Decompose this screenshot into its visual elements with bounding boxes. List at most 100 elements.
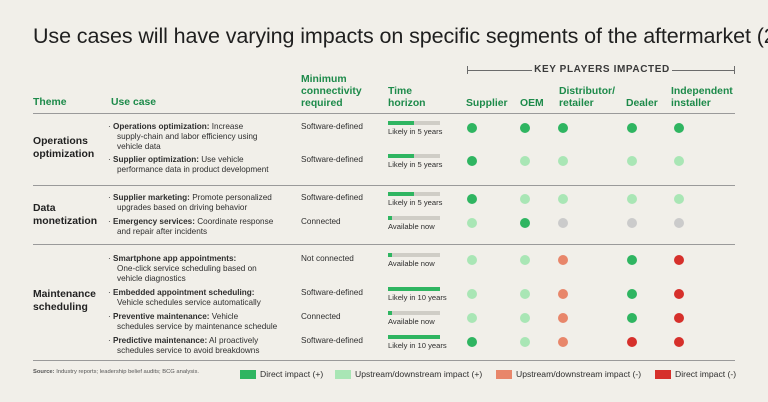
time-horizon-fill [388,192,414,196]
connectivity-value: Connected [301,217,341,226]
use-case-first-line: · Predictive maintenance: AI proactively [108,336,298,346]
use-case-description: · Operations optimization: Increase suppl… [108,122,298,152]
use-case-name: Embedded appointment scheduling: [113,288,255,297]
header-time-horizon: Time horizon [388,86,426,109]
use-case-text-line: One-click service scheduling based on [117,264,257,273]
connectivity-value: Software-defined [301,122,363,131]
use-case-text-line: schedules service by maintenance schedul… [117,322,278,331]
use-case-first-line: · Smartphone app appointments: [108,254,298,264]
bullet-icon: · [108,217,114,226]
impact-dot [627,255,637,265]
impact-dot [520,255,530,265]
time-horizon-fill [388,311,393,315]
use-case-text-line: vehicle data [117,142,161,151]
use-case-description: · Emergency services: Coordinate respons… [108,217,298,237]
use-case-first-line: · Operations optimization: Increase [108,122,298,132]
time-horizon-bar [388,216,440,220]
use-case-description: · Preventive maintenance: Vehicle schedul… [108,312,298,332]
legend-label: Direct impact (-) [675,369,737,379]
impact-dot [627,123,637,133]
use-case-text-line: upgrades based on driving behavior [117,203,248,212]
use-case-first-line: · Preventive maintenance: Vehicle [108,312,298,322]
impact-dot [520,123,530,133]
time-horizon-bar [388,154,440,158]
impact-dot [520,337,530,347]
connectivity-value: Not connected [301,254,354,263]
legend-label: Direct impact (+) [260,369,324,379]
time-horizon-label: Available now [388,317,435,326]
impact-dot [674,123,684,133]
page-title: Use cases will have varying impacts on s… [33,24,768,48]
legend-swatch [496,370,512,379]
use-case-text: Increase [211,122,244,131]
connectivity-value: Software-defined [301,155,363,164]
use-case-text: AI proactively [209,336,259,345]
time-horizon-label: Likely in 5 years [388,160,443,169]
time-horizon-label: Likely in 10 years [388,293,447,302]
use-case-name: Supplier marketing: [113,193,190,202]
impact-dot [558,313,568,323]
impact-dot [520,194,530,204]
connectivity-value: Software-defined [301,193,363,202]
impact-dot [674,255,684,265]
key-players-left-tick [467,66,468,74]
impact-dot [558,218,568,228]
use-case-first-line: · Supplier optimization: Use vehicle [108,155,298,165]
use-case-first-line: · Embedded appointment scheduling: [108,288,298,298]
theme-operations-optimization: Operations optimization [33,136,95,160]
impact-dot [627,156,637,166]
use-case-description: · Supplier marketing: Promote personaliz… [108,193,298,213]
impact-dot [627,337,637,347]
impact-dot [558,156,568,166]
time-horizon-bar [388,287,440,291]
use-case-text: Vehicle [211,312,239,321]
impact-dot [627,289,637,299]
bullet-icon: · [108,193,114,202]
time-horizon-bar [388,335,440,339]
section-rule [33,244,735,245]
header-dealer: Dealer [626,98,658,109]
impact-dot [674,194,684,204]
time-horizon-fill [388,287,440,291]
use-case-description: · Supplier optimization: Use vehicle perf… [108,155,298,175]
time-horizon-bar [388,253,440,257]
time-horizon-bar [388,311,440,315]
time-horizon-label: Likely in 5 years [388,127,443,136]
use-case-description: · Predictive maintenance: AI proactively… [108,336,298,356]
bullet-icon: · [108,312,114,321]
use-case-name: Operations optimization: [113,122,210,131]
theme-data-monetization: Data monetization [33,203,98,227]
use-case-text: Use vehicle [201,155,244,164]
impact-dot [627,313,637,323]
use-case-text: Coordinate response [197,217,274,226]
time-horizon-label: Likely in 10 years [388,341,447,350]
impact-dot [627,194,637,204]
header-rule [33,113,735,114]
key-players-right-tick [734,66,735,74]
header-independent: Independent installer [671,86,733,109]
header-theme: Theme [33,97,67,108]
use-case-name: Smartphone app appointments: [113,254,237,263]
legend-label: Upstream/downstream impact (+) [355,369,483,379]
impact-dot [674,289,684,299]
bullet-icon: · [108,288,114,297]
use-case-name: Emergency services: [113,217,195,226]
source-note: Source: Industry reports; leadership bel… [33,369,199,375]
impact-dot [558,289,568,299]
header-use-case: Use case [111,97,157,108]
connectivity-value: Software-defined [301,336,363,345]
connectivity-value: Software-defined [301,288,363,297]
legend-swatch [240,370,256,379]
impact-dot [558,337,568,347]
impact-dot [520,218,530,228]
header-supplier: Supplier [466,98,508,109]
use-case-text-line: Vehicle schedules service automatically [117,298,261,307]
impact-dot [558,194,568,204]
impact-dot [674,337,684,347]
use-case-text-line: and repair after incidents [117,227,208,236]
key-players-label: KEY PLAYERS IMPACTED [532,64,672,75]
header-distributor: Distributor/ retailer [559,86,615,109]
bullet-icon: · [108,254,114,263]
time-horizon-label: Available now [388,259,435,268]
header-oem: OEM [520,98,544,109]
